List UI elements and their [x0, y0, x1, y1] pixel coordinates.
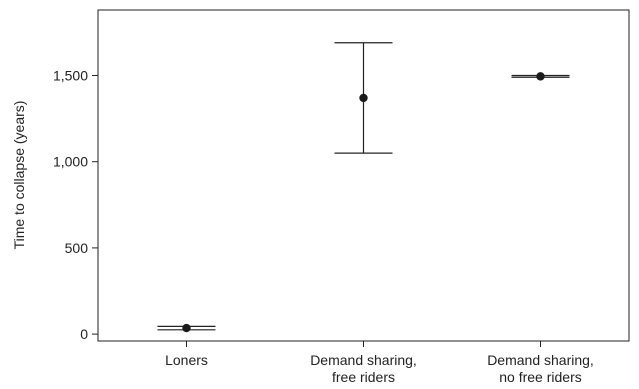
y-axis-ticks: 0 500 1,000 1,500 — [53, 68, 98, 342]
y-tick-label: 0 — [80, 326, 88, 342]
x-tick-label-line: Demand sharing, — [310, 352, 417, 368]
y-tick-label: 1,000 — [53, 154, 88, 170]
x-tick-label-line: no free riders — [499, 369, 581, 385]
x-tick-label: Demand sharing, free riders — [310, 352, 417, 385]
x-tick-label-line: free riders — [332, 369, 395, 385]
x-tick-label: Loners — [165, 352, 208, 368]
y-tick-label: 500 — [65, 240, 89, 256]
x-tick-label-line: Demand sharing, — [487, 352, 594, 368]
y-axis-title: Time to collapse (years) — [11, 101, 27, 250]
data-point — [536, 72, 545, 81]
data-point — [359, 93, 368, 103]
data-point — [182, 323, 191, 333]
x-tick-label: Demand sharing, no free riders — [487, 352, 594, 385]
x-tick-label-line: Loners — [165, 352, 208, 368]
data-marks — [157, 42, 570, 333]
y-tick-label: 1,500 — [53, 68, 88, 84]
